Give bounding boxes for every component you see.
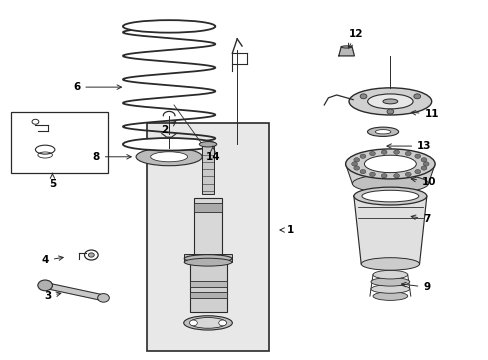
Bar <box>189 282 226 287</box>
Bar <box>189 262 226 312</box>
Circle shape <box>386 109 393 114</box>
Bar <box>202 144 213 194</box>
Ellipse shape <box>345 149 434 179</box>
Polygon shape <box>338 47 354 56</box>
Ellipse shape <box>361 190 418 202</box>
Text: 6: 6 <box>73 82 121 92</box>
Circle shape <box>405 172 410 176</box>
Ellipse shape <box>184 255 231 262</box>
Circle shape <box>369 172 375 176</box>
Ellipse shape <box>136 148 202 166</box>
Bar <box>189 292 226 298</box>
Polygon shape <box>44 283 104 301</box>
Circle shape <box>351 162 357 166</box>
Ellipse shape <box>184 258 231 266</box>
Text: 9: 9 <box>401 282 429 292</box>
Circle shape <box>359 94 366 99</box>
Ellipse shape <box>374 130 390 134</box>
Ellipse shape <box>189 318 226 328</box>
Text: 5: 5 <box>49 173 56 189</box>
Circle shape <box>88 253 94 257</box>
Circle shape <box>420 158 426 162</box>
Ellipse shape <box>122 20 215 33</box>
Circle shape <box>413 94 420 99</box>
Text: 10: 10 <box>410 177 436 187</box>
Circle shape <box>359 170 365 174</box>
Ellipse shape <box>352 175 427 193</box>
Circle shape <box>393 174 399 178</box>
Circle shape <box>218 320 226 326</box>
Ellipse shape <box>370 285 409 293</box>
Circle shape <box>98 294 109 302</box>
Text: 7: 7 <box>410 214 429 224</box>
Ellipse shape <box>364 155 415 173</box>
Bar <box>194 198 221 258</box>
Polygon shape <box>345 164 434 184</box>
Circle shape <box>369 152 375 156</box>
Circle shape <box>381 174 386 178</box>
Circle shape <box>353 158 359 162</box>
Circle shape <box>405 152 410 156</box>
Ellipse shape <box>372 292 407 300</box>
Bar <box>184 254 231 262</box>
Circle shape <box>359 154 365 158</box>
Text: 4: 4 <box>41 255 63 265</box>
Bar <box>11 112 108 173</box>
Circle shape <box>393 150 399 154</box>
Ellipse shape <box>199 141 216 147</box>
Bar <box>147 123 268 351</box>
Ellipse shape <box>361 258 419 270</box>
Text: 8: 8 <box>92 152 131 162</box>
Polygon shape <box>353 196 426 264</box>
Ellipse shape <box>367 127 398 136</box>
Ellipse shape <box>348 88 431 115</box>
Circle shape <box>420 166 426 170</box>
Text: 2: 2 <box>161 122 175 135</box>
Ellipse shape <box>367 94 412 109</box>
Ellipse shape <box>122 138 215 150</box>
Text: 11: 11 <box>410 109 438 119</box>
Text: 14: 14 <box>205 146 220 162</box>
Ellipse shape <box>382 99 397 104</box>
Ellipse shape <box>372 270 407 279</box>
Circle shape <box>414 154 420 158</box>
Ellipse shape <box>353 187 426 205</box>
Ellipse shape <box>150 152 187 162</box>
Text: 13: 13 <box>386 141 431 151</box>
Bar <box>194 203 221 212</box>
Circle shape <box>353 166 359 170</box>
Ellipse shape <box>370 278 409 286</box>
Circle shape <box>38 280 52 291</box>
Ellipse shape <box>341 46 351 48</box>
Text: 12: 12 <box>348 28 363 48</box>
Circle shape <box>381 150 386 154</box>
Ellipse shape <box>183 316 232 330</box>
Circle shape <box>423 162 428 166</box>
Circle shape <box>414 170 420 174</box>
Text: 1: 1 <box>280 225 294 235</box>
Circle shape <box>189 320 197 326</box>
Text: 3: 3 <box>44 291 61 301</box>
